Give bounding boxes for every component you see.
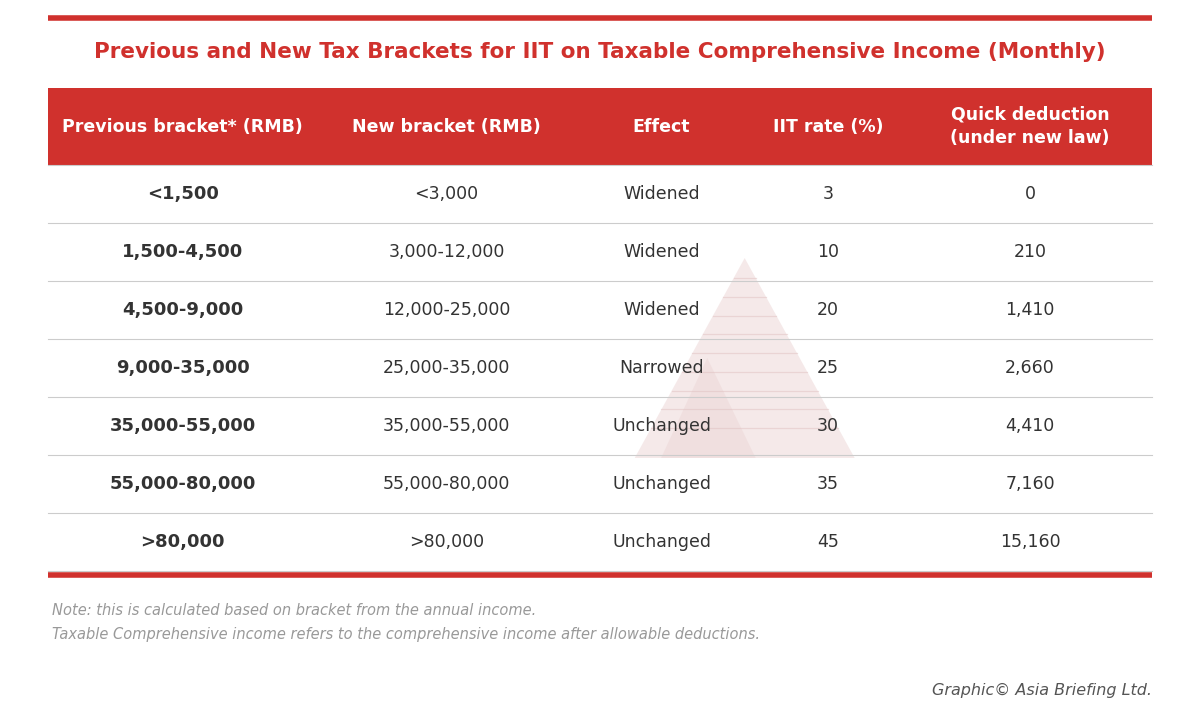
Text: <3,000: <3,000 [414, 185, 479, 203]
Text: 15,160: 15,160 [1000, 533, 1061, 551]
Text: Effect: Effect [632, 117, 690, 135]
Text: Unchanged: Unchanged [612, 533, 712, 551]
Text: 4,500-9,000: 4,500-9,000 [122, 301, 244, 319]
Text: 210: 210 [1014, 243, 1046, 261]
Text: 4,410: 4,410 [1006, 417, 1055, 435]
Text: 20: 20 [817, 301, 839, 319]
Bar [48, 88, 1152, 165]
Text: 55,000-80,000: 55,000-80,000 [383, 475, 510, 493]
Text: Unchanged: Unchanged [612, 475, 712, 493]
Text: Widened: Widened [623, 185, 700, 203]
Text: 2,660: 2,660 [1006, 359, 1055, 377]
Text: Note: this is calculated based on bracket from the annual income.: Note: this is calculated based on bracke… [52, 603, 536, 618]
Text: 10: 10 [817, 243, 839, 261]
Text: <1,500: <1,500 [146, 185, 218, 203]
Text: New bracket (RMB): New bracket (RMB) [353, 117, 541, 135]
Text: Widened: Widened [623, 301, 700, 319]
Text: 35,000-55,000: 35,000-55,000 [109, 417, 256, 435]
Text: 12,000-25,000: 12,000-25,000 [383, 301, 510, 319]
Polygon shape [661, 358, 756, 458]
Text: 35,000-55,000: 35,000-55,000 [383, 417, 510, 435]
Text: Graphic© Asia Briefing Ltd.: Graphic© Asia Briefing Ltd. [932, 683, 1152, 698]
Text: 35: 35 [817, 475, 839, 493]
Text: 9,000-35,000: 9,000-35,000 [116, 359, 250, 377]
Text: 30: 30 [817, 417, 839, 435]
Text: 25,000-35,000: 25,000-35,000 [383, 359, 510, 377]
Text: 45: 45 [817, 533, 839, 551]
Text: 0: 0 [1025, 185, 1036, 203]
Text: >80,000: >80,000 [409, 533, 484, 551]
Text: Previous and New Tax Brackets for IIT on Taxable Comprehensive Income (Monthly): Previous and New Tax Brackets for IIT on… [94, 42, 1106, 62]
Text: 25: 25 [817, 359, 839, 377]
Text: IIT rate (%): IIT rate (%) [773, 117, 883, 135]
Text: >80,000: >80,000 [140, 533, 226, 551]
Text: Widened: Widened [623, 243, 700, 261]
Text: 7,160: 7,160 [1006, 475, 1055, 493]
Text: 1,500-4,500: 1,500-4,500 [122, 243, 244, 261]
Text: 1,410: 1,410 [1006, 301, 1055, 319]
Text: Unchanged: Unchanged [612, 417, 712, 435]
Text: 3: 3 [822, 185, 833, 203]
Text: Quick deduction
(under new law): Quick deduction (under new law) [950, 105, 1110, 147]
Text: Narrowed: Narrowed [619, 359, 704, 377]
Polygon shape [635, 258, 854, 458]
Text: Taxable Comprehensive income refers to the comprehensive income after allowable : Taxable Comprehensive income refers to t… [52, 627, 760, 642]
Text: 55,000-80,000: 55,000-80,000 [109, 475, 256, 493]
Text: 3,000-12,000: 3,000-12,000 [389, 243, 505, 261]
Text: Previous bracket* (RMB): Previous bracket* (RMB) [62, 117, 304, 135]
